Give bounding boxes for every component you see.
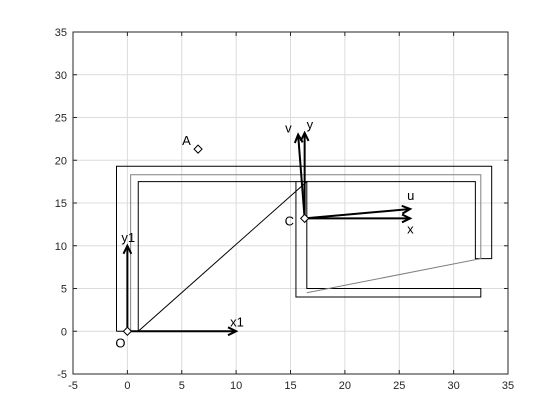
x-tick-label: 10 <box>230 380 242 392</box>
arrow-head <box>401 213 413 224</box>
vector-x: x <box>304 213 414 236</box>
x-tick-label: 25 <box>393 380 405 392</box>
tick-marks <box>72 31 509 375</box>
vector-x1: x1 <box>127 314 244 337</box>
vector-label: y <box>307 117 314 132</box>
x-tick-label: 20 <box>339 380 351 392</box>
arrow-head <box>293 132 304 144</box>
vector-shaft <box>297 134 306 219</box>
arrow-head <box>227 326 239 337</box>
y-tick-label: 10 <box>55 241 67 253</box>
inner-outline <box>130 174 482 332</box>
point-label: O <box>115 335 125 350</box>
diamond-marker <box>193 144 203 154</box>
point-C: C <box>285 213 310 228</box>
y-tick-label: 20 <box>55 155 67 167</box>
vector-label: x <box>407 221 414 236</box>
vector-shaft <box>304 207 411 220</box>
arrow-head <box>401 204 413 215</box>
x-tick-label: -5 <box>68 380 78 392</box>
y-tick-label: 25 <box>55 113 67 125</box>
tick-labels: -5 0 5 10 15 20 25 30 35 -5 0 5 10 15 20 25 30 35 <box>55 27 514 392</box>
vector-arrows: x1 y1 x y u v <box>121 117 414 337</box>
diamond-marker <box>122 326 133 336</box>
vector-y1: y1 <box>121 230 135 332</box>
arrow-head <box>122 243 133 255</box>
x-tick-label: 5 <box>179 380 185 392</box>
y-tick-label: 15 <box>55 198 67 210</box>
diamond-marker <box>299 213 310 224</box>
vector-v: v <box>285 121 306 219</box>
y-tick-label: 30 <box>55 70 67 82</box>
vector-label: y1 <box>121 230 135 245</box>
point-A: A <box>182 133 203 154</box>
geometry-outlines <box>116 165 493 333</box>
outer-outline <box>116 165 493 333</box>
vector-u: u <box>304 188 414 220</box>
vector-y: y <box>299 117 314 219</box>
point-label: A <box>182 133 191 148</box>
arrow-head <box>299 130 310 142</box>
vector-label: v <box>285 121 292 136</box>
point-O: O <box>115 326 133 350</box>
y-tick-label: 0 <box>61 326 67 338</box>
y-tick-label: 35 <box>55 27 67 39</box>
point-label: C <box>285 213 294 228</box>
x-tick-label: 30 <box>448 380 460 392</box>
point-markers: O C A <box>115 133 310 350</box>
vector-label: u <box>407 188 414 203</box>
vector-label: x1 <box>230 314 244 329</box>
y-tick-label: -5 <box>57 369 67 381</box>
x-tick-label: 0 <box>124 380 130 392</box>
y-tick-label: 5 <box>61 284 67 296</box>
x-tick-label: 35 <box>502 380 514 392</box>
x-tick-label: 15 <box>284 380 296 392</box>
